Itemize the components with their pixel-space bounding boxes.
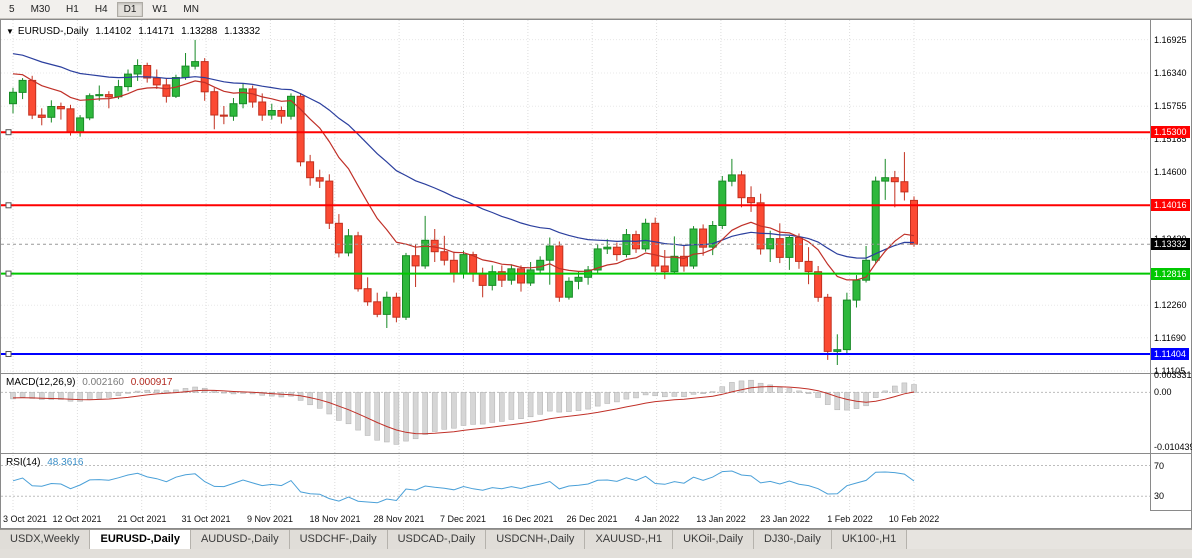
chart-symbol-label: EURUSD-,Daily	[17, 26, 89, 37]
chart-tab-eurusd-daily[interactable]: EURUSD-,Daily	[90, 530, 191, 549]
price-axis-label: 1.15755	[1154, 101, 1187, 112]
date-axis-label: 23 Jan 2022	[760, 514, 810, 524]
date-axis-label: 3 Oct 2021	[3, 514, 48, 524]
chart-tabs-bar: USDX,Weekly EURUSD-,Daily AUDUSD-,Daily USD…	[0, 529, 1192, 549]
price-line-tag: 1.15300	[1151, 126, 1190, 139]
chart-canvas[interactable]	[1, 20, 1191, 528]
chart-tab-audusd-daily[interactable]: AUDUSD-,Daily	[190, 530, 290, 549]
rsi-indicator-label: RSI(14) 48.3616	[6, 457, 87, 468]
timeframe-button-h4[interactable]: H4	[94, 3, 108, 15]
macd-name: MACD(12,26,9)	[6, 377, 76, 388]
candlestick-pane[interactable]	[1, 39, 1150, 365]
price-axis-label: 1.16925	[1154, 34, 1187, 45]
chart-tab-ukoil-daily[interactable]: UKOil-,Daily	[673, 530, 754, 549]
macd-main-value: 0.002160	[82, 377, 124, 388]
chart-title: ▼ EURUSD-,Daily 1.14102 1.14171 1.13288 1…	[6, 26, 264, 37]
price-line-tag: 1.12816	[1151, 267, 1190, 280]
ohlc-high-value: 1.14171	[138, 26, 175, 37]
chart-tab-usdcad-daily[interactable]: USDCAD-,Daily	[387, 530, 487, 549]
time-axis[interactable]: 3 Oct 2021 12 Oct 2021 21 Oct 2021 31 Oct 2…	[1, 510, 1150, 528]
date-axis-label: 31 Oct 2021	[181, 514, 231, 524]
price-axis-label: 1.11105	[1154, 366, 1186, 376]
chart-tab-usdx-weekly[interactable]: USDX,Weekly	[0, 530, 91, 549]
chart-tab-usdcnh-daily[interactable]: USDCNH-,Daily	[486, 530, 586, 549]
rsi-level-label: 70	[1154, 460, 1165, 471]
ohlc-open-value: 1.14102	[95, 26, 132, 37]
date-axis-label: 13 Jan 2022	[696, 514, 746, 524]
chart-tab-dj30-daily[interactable]: DJ30-,Daily	[753, 530, 832, 549]
date-axis-label: 26 Dec 2021	[566, 514, 618, 524]
chart-tab-xauusd-h1[interactable]: XAUUSD-,H1	[585, 530, 674, 549]
macd-axis-label: 0.00	[1154, 387, 1172, 398]
macd-axis-label: -0.010439	[1154, 442, 1192, 453]
date-axis-label: 12 Oct 2021	[52, 514, 102, 524]
date-axis-label: 4 Jan 2022	[634, 514, 680, 524]
date-axis-label: 1 Feb 2022	[827, 514, 873, 524]
timeframe-button-h1[interactable]: H1	[66, 3, 79, 15]
timeframe-button-d1[interactable]: D1	[116, 1, 144, 17]
symbol-marker-icon: ▼	[6, 27, 14, 36]
date-axis-label: 9 Nov 2021	[246, 514, 294, 524]
rsi-pane[interactable]	[1, 465, 1150, 504]
price-line-tag: 1.14016	[1151, 199, 1190, 212]
price-axis-label: 1.12260	[1154, 300, 1187, 311]
rsi-name: RSI(14)	[6, 457, 41, 468]
last-price-tag: 1.13332	[1151, 238, 1190, 251]
date-axis-label: 16 Dec 2021	[502, 514, 554, 524]
macd-axis-label: 0.003331	[1154, 370, 1192, 380]
ohlc-low-value: 1.13288	[181, 26, 218, 37]
price-axis-label: 1.16340	[1154, 67, 1187, 78]
price-axis-label: 1.11690	[1154, 332, 1186, 343]
rsi-level-label: 30	[1154, 491, 1165, 502]
chart-window[interactable]: ▼ EURUSD-,Daily 1.14102 1.14171 1.13288 1…	[0, 19, 1192, 529]
timeframe-button-m30[interactable]: M30	[30, 3, 51, 15]
date-axis-label: 21 Oct 2021	[117, 514, 167, 524]
date-axis-label: 7 Dec 2021	[439, 514, 487, 524]
timeframe-toolbar: 5 M30 H1 H4 D1 W1 MN	[0, 0, 1192, 19]
rsi-current-value: 48.3616	[47, 457, 84, 468]
timeframe-button-5[interactable]: 5	[9, 3, 15, 15]
price-axis-label: 1.15185	[1154, 133, 1187, 144]
price-line-tag: 1.11404	[1151, 347, 1189, 360]
macd-pane[interactable]	[1, 379, 1150, 445]
date-axis-label: 10 Feb 2022	[888, 514, 940, 524]
price-axis-label: 1.14600	[1154, 167, 1187, 178]
chart-tab-usdchf-daily[interactable]: USDCHF-,Daily	[289, 530, 388, 549]
date-axis-label: 18 Nov 2021	[309, 514, 361, 524]
date-axis-label: 28 Nov 2021	[373, 514, 425, 524]
grid-lines	[1, 20, 1150, 510]
ohlc-close-value: 1.13332	[224, 26, 261, 37]
timeframe-button-mn[interactable]: MN	[183, 3, 199, 15]
status-bar	[0, 549, 1192, 558]
timeframe-button-w1[interactable]: W1	[152, 3, 168, 15]
chart-tab-uk100-h1[interactable]: UK100-,H1	[831, 530, 908, 549]
macd-indicator-label: MACD(12,26,9) 0.002160 0.000917	[6, 377, 176, 388]
macd-signal-value: 0.000917	[130, 377, 173, 388]
